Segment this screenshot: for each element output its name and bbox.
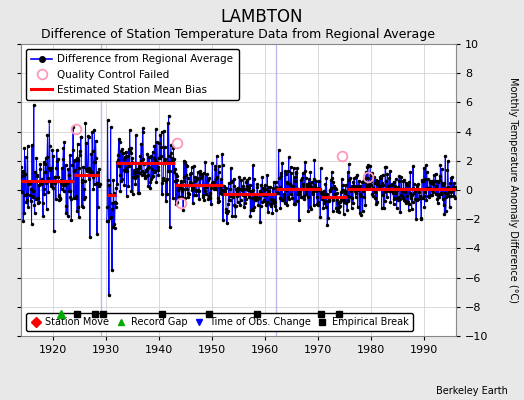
Text: Berkeley Earth: Berkeley Earth xyxy=(436,386,508,396)
Text: LAMBTON: LAMBTON xyxy=(221,8,303,26)
Title: Difference of Station Temperature Data from Regional Average: Difference of Station Temperature Data f… xyxy=(41,28,435,42)
Y-axis label: Monthly Temperature Anomaly Difference (°C): Monthly Temperature Anomaly Difference (… xyxy=(508,77,518,303)
Legend: Station Move, Record Gap, Time of Obs. Change, Empirical Break: Station Move, Record Gap, Time of Obs. C… xyxy=(26,313,412,331)
